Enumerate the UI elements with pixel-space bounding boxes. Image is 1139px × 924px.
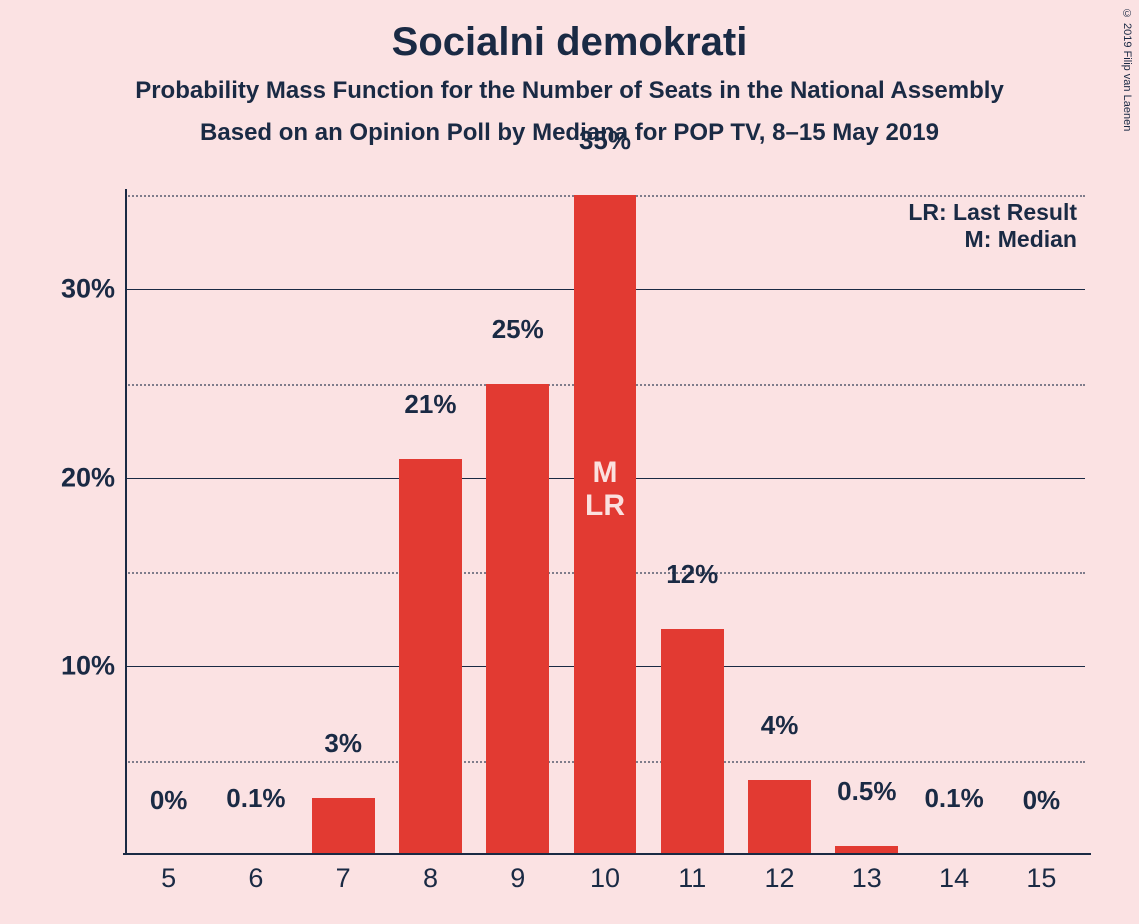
x-tick-label: 10 bbox=[590, 855, 620, 894]
x-tick-label: 6 bbox=[248, 855, 263, 894]
y-tick-label: 10% bbox=[61, 651, 125, 682]
x-tick-label: 8 bbox=[423, 855, 438, 894]
bar-value-label: 0.1% bbox=[924, 783, 983, 818]
legend-line: LR: Last Result bbox=[908, 199, 1077, 226]
bar bbox=[661, 629, 724, 855]
bar-value-label: 12% bbox=[666, 559, 718, 594]
chart-subtitle-2: Based on an Opinion Poll by Mediana for … bbox=[0, 119, 1139, 147]
bar bbox=[748, 780, 811, 855]
x-tick-label: 9 bbox=[510, 855, 525, 894]
bar bbox=[486, 384, 549, 855]
x-tick-label: 15 bbox=[1026, 855, 1056, 894]
x-tick-label: 13 bbox=[852, 855, 882, 894]
y-tick-label: 30% bbox=[61, 274, 125, 305]
x-tick-label: 5 bbox=[161, 855, 176, 894]
chart-subtitle-1: Probability Mass Function for the Number… bbox=[0, 77, 1139, 105]
plot-area: LR: Last ResultM: Median 10%20%30%0%50.1… bbox=[125, 195, 1085, 855]
bar-value-label: 0% bbox=[150, 785, 188, 820]
bar-value-label: 25% bbox=[492, 314, 544, 349]
y-tick-label: 20% bbox=[61, 462, 125, 493]
x-tick-label: 14 bbox=[939, 855, 969, 894]
bar-value-label: 0% bbox=[1023, 785, 1061, 820]
bar-value-label: 3% bbox=[324, 728, 362, 763]
bar-value-label: 0.5% bbox=[837, 776, 896, 811]
x-axis-line bbox=[123, 853, 1091, 855]
legend: LR: Last ResultM: Median bbox=[908, 199, 1077, 253]
x-tick-label: 11 bbox=[678, 855, 706, 894]
bar bbox=[399, 459, 462, 855]
chart-title: Socialni demokrati bbox=[0, 0, 1139, 65]
copyright-text: © 2019 Filip van Laenen bbox=[1121, 8, 1133, 131]
legend-line: M: Median bbox=[908, 226, 1077, 253]
bar-value-label: 0.1% bbox=[226, 783, 285, 818]
bar-value-label: 35% bbox=[579, 125, 631, 160]
bar-annotation: MLR bbox=[585, 456, 625, 522]
x-tick-label: 12 bbox=[765, 855, 795, 894]
x-tick-label: 7 bbox=[336, 855, 351, 894]
y-axis-line bbox=[125, 189, 127, 855]
chart-container: © 2019 Filip van Laenen Socialni demokra… bbox=[0, 0, 1139, 924]
bar bbox=[312, 798, 375, 855]
bar-value-label: 21% bbox=[404, 389, 456, 424]
bar-value-label: 4% bbox=[761, 710, 799, 745]
bar bbox=[574, 195, 637, 855]
